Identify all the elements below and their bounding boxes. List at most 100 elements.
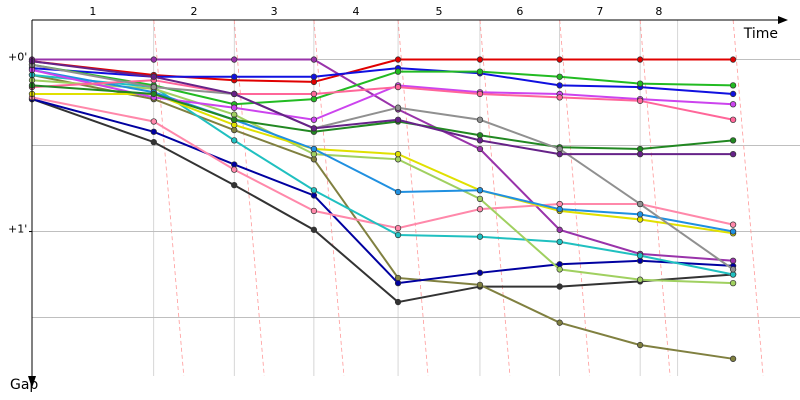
data-point (150, 73, 157, 80)
data-point (476, 56, 484, 63)
x-tick-label: 6 (516, 5, 523, 18)
data-point (310, 192, 318, 199)
data-point (556, 266, 563, 273)
data-point (556, 94, 563, 101)
data-point (310, 73, 318, 80)
data-point (476, 132, 484, 139)
lap-line (639, 19, 671, 377)
data-point (556, 145, 563, 153)
series-line (31, 60, 734, 156)
data-point (556, 226, 563, 233)
data-point (556, 73, 563, 80)
data-point (231, 166, 238, 173)
data-point (476, 206, 484, 213)
lap-line (479, 19, 511, 377)
data-point (636, 341, 644, 349)
data-point (310, 207, 318, 215)
data-point (310, 156, 318, 163)
data-point (231, 126, 238, 134)
data-point (310, 90, 318, 98)
data-point (729, 82, 737, 89)
lap-line (153, 19, 185, 377)
data-point (636, 145, 644, 153)
data-point (556, 200, 563, 208)
data-point (231, 56, 238, 63)
x-tick-label: 8 (655, 5, 662, 18)
data-point (310, 78, 318, 86)
data-point (231, 73, 238, 80)
data-point (394, 231, 402, 239)
data-point (636, 200, 644, 208)
data-point (394, 150, 402, 158)
data-point (150, 138, 157, 146)
data-point (476, 187, 484, 194)
data-point (729, 56, 737, 63)
x-tick-label: 4 (352, 5, 359, 18)
data-point (729, 116, 737, 123)
data-point (394, 224, 402, 232)
data-point (231, 121, 238, 129)
data-point (636, 80, 644, 87)
series-line (31, 96, 734, 230)
data-point (556, 56, 563, 63)
data-point (231, 111, 238, 118)
data-point (729, 355, 737, 362)
data-point (310, 95, 318, 103)
data-point (636, 56, 644, 63)
x-axis-arrow (778, 16, 788, 24)
data-point (231, 181, 238, 189)
y-axis-title: Gap (10, 377, 38, 393)
data-point (476, 68, 484, 75)
data-point (394, 279, 402, 287)
y-tick-label: +1' (8, 223, 27, 236)
data-point (729, 257, 737, 264)
y-tick-label: +0' (8, 51, 27, 64)
lap-line (397, 19, 429, 377)
data-point (231, 161, 238, 168)
data-point (476, 195, 484, 203)
data-point (636, 252, 644, 259)
data-point (150, 90, 157, 98)
data-point (729, 228, 737, 235)
lap-line (559, 19, 591, 377)
data-point (231, 137, 238, 144)
data-point (476, 145, 484, 153)
x-axis-title: Time (743, 26, 778, 42)
data-point (310, 226, 318, 233)
data-point (150, 118, 157, 125)
data-point (394, 116, 402, 123)
data-point (636, 276, 644, 283)
data-point (394, 298, 402, 306)
data-point (310, 150, 318, 158)
data-point (636, 216, 644, 223)
data-point (476, 281, 484, 289)
data-point (231, 104, 238, 111)
data-point (476, 233, 484, 240)
x-tick-label: 2 (190, 5, 197, 18)
data-point (394, 68, 402, 75)
data-point (556, 238, 563, 246)
data-point (729, 137, 737, 144)
series-line (31, 74, 734, 276)
data-point (556, 283, 563, 290)
data-point (729, 101, 737, 108)
data-point (729, 271, 737, 278)
data-point (556, 82, 563, 89)
data-point (231, 116, 238, 123)
data-point (636, 257, 644, 264)
data-point (476, 116, 484, 123)
data-point (729, 90, 737, 98)
data-point (729, 221, 737, 228)
data-point (231, 90, 238, 98)
data-point (394, 83, 402, 91)
data-point (729, 266, 737, 273)
lap-line (233, 19, 265, 377)
data-point (556, 150, 563, 158)
y-axis-arrow (28, 376, 36, 388)
x-tick-label: 7 (596, 5, 603, 18)
lap-line (732, 19, 764, 377)
data-point (636, 211, 644, 218)
data-point (476, 137, 484, 144)
plot-area (28, 56, 737, 362)
